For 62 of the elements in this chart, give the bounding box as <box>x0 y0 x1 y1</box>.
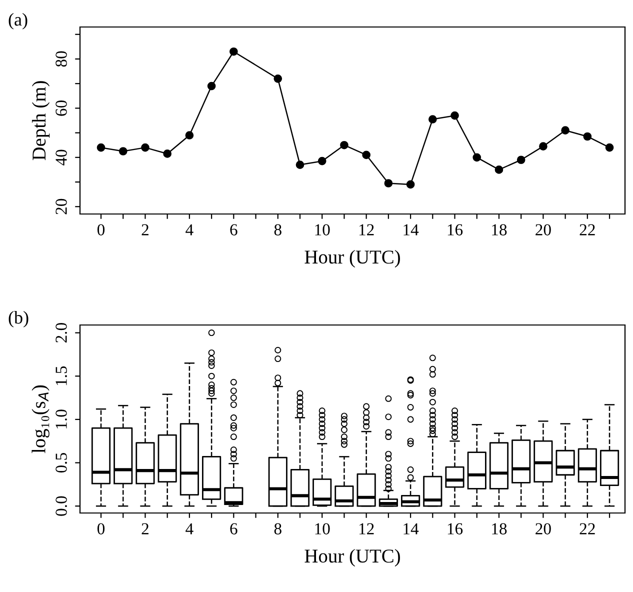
x-tick-label: 8 <box>274 224 282 236</box>
point <box>516 156 526 164</box>
point <box>207 82 216 90</box>
y-tick-label: 60 <box>56 100 67 116</box>
x-tick-label: 22 <box>580 224 595 236</box>
point <box>229 47 238 56</box>
point <box>318 156 326 166</box>
point <box>450 111 459 120</box>
point <box>296 160 304 169</box>
x-tick-label: 10 <box>315 523 330 534</box>
chart-title: (a) <box>8 13 28 30</box>
point <box>583 132 592 141</box>
x-axis-title: Hour (UTC) <box>304 548 400 567</box>
x-tick-label: 16 <box>448 523 463 534</box>
point <box>384 179 393 188</box>
x-tick-label: 4 <box>186 523 194 534</box>
x-tick-label: 10 <box>315 224 330 236</box>
x-tick-label: 12 <box>359 523 374 534</box>
y-tick-label: 1.0 <box>56 410 67 428</box>
x-tick-label: 4 <box>186 224 194 236</box>
point <box>561 126 570 135</box>
x-tick-label: 0 <box>97 224 105 236</box>
y-tick-label: 80 <box>56 51 67 67</box>
point <box>406 180 415 189</box>
y-tick-label: 0.0 <box>56 496 67 516</box>
x-tick-label: 14 <box>404 224 419 236</box>
y-tick-label: 40 <box>56 150 67 166</box>
x-tick-label: 6 <box>230 224 238 236</box>
x-tick-label: 0 <box>97 523 105 534</box>
x-tick-label: 20 <box>536 224 551 236</box>
x-tick-label: 2 <box>142 523 148 534</box>
point <box>96 143 106 152</box>
point <box>185 131 194 140</box>
x-tick-label: 12 <box>359 224 374 236</box>
x-axis-title: Hour (UTC) <box>304 250 400 268</box>
point <box>539 142 548 151</box>
y-axis-title: log₁₀(s$_{A}$) <box>32 385 50 454</box>
y-tick-label: 2.0 <box>56 323 67 342</box>
y-tick-label: 1.5 <box>56 366 67 386</box>
y-tick-label: 20 <box>56 198 67 214</box>
y-tick-label: 0.5 <box>56 452 67 473</box>
point <box>141 143 150 152</box>
x-tick-label: 18 <box>492 523 507 534</box>
x-tick-label: 2 <box>142 224 148 236</box>
x-tick-label: 6 <box>230 523 238 534</box>
x-tick-label: 20 <box>536 523 551 534</box>
point <box>494 166 504 174</box>
x-tick-label: 22 <box>580 523 595 534</box>
x-tick-label: 16 <box>448 224 463 236</box>
point <box>163 150 172 158</box>
point <box>362 150 370 160</box>
point <box>118 147 128 156</box>
x-tick-label: 14 <box>404 523 419 534</box>
point <box>472 153 482 162</box>
x-tick-label: 8 <box>274 523 282 534</box>
chart-title: (b) <box>8 311 28 328</box>
point <box>605 143 614 152</box>
point <box>340 140 348 150</box>
point <box>274 74 282 83</box>
x-tick-label: 18 <box>492 224 507 236</box>
y-axis-title: Depth (m) <box>32 81 50 160</box>
point <box>428 115 437 124</box>
